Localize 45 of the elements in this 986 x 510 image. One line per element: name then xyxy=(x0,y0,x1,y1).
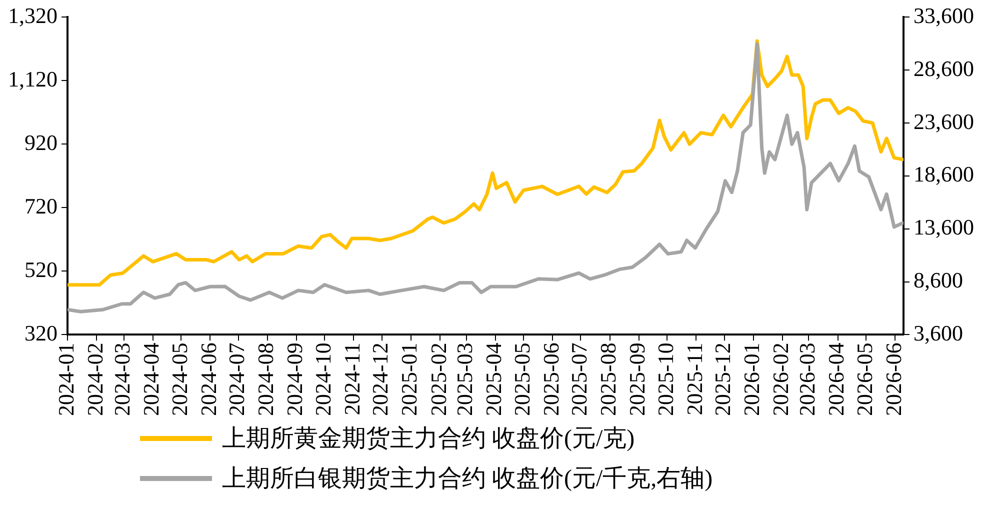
x-tick-label: 2025-08 xyxy=(596,342,621,416)
x-tick-label: 2024-03 xyxy=(110,342,135,416)
x-tick-label: 2024-04 xyxy=(138,342,164,416)
x-tick-label: 2024-01 xyxy=(53,342,78,416)
x-tick-label: 2025-06 xyxy=(538,342,564,416)
x-tick-label: 2024-09 xyxy=(282,342,308,416)
x-tick-label: 2026-04 xyxy=(824,342,849,416)
x-tick-label: 2025-03 xyxy=(452,342,478,416)
legend-label: 上期所白银期货主力合约 收盘价(元/千克,右轴) xyxy=(222,464,713,494)
x-tick-label: 2025-07 xyxy=(566,342,592,416)
x-tick-label: 2025-01 xyxy=(396,342,422,416)
y2-tick-label: 8,600 xyxy=(914,268,963,293)
x-tick-label: 2024-11 xyxy=(339,342,364,416)
x-tick-label: 2024-05 xyxy=(166,342,192,416)
y2-tick-label: 13,600 xyxy=(914,214,974,240)
x-tick-label: 2024-08 xyxy=(253,342,278,416)
y-tick-label: 520 xyxy=(24,256,58,282)
y-tick-label: 320 xyxy=(24,320,58,346)
legend-label: 上期所黄金期货主力合约 收盘价(元/克) xyxy=(222,424,635,454)
y2-tick-label: 23,600 xyxy=(914,108,974,134)
y-tick-label: 1,120 xyxy=(8,66,58,92)
x-tick-label: 2024-07 xyxy=(224,342,250,416)
y-tick-label: 720 xyxy=(24,193,58,218)
x-tick-label: 2024-02 xyxy=(82,342,108,416)
y2-tick-label: 18,600 xyxy=(914,162,974,187)
y2-tick-label: 33,600 xyxy=(914,2,974,28)
x-tick-label: 2025-12 xyxy=(710,342,736,416)
x-tick-label: 2024-06 xyxy=(196,342,221,416)
x-tick-label: 2024-12 xyxy=(368,342,393,416)
x-tick-label: 2026-02 xyxy=(768,342,794,416)
y2-tick-label: 28,600 xyxy=(914,56,974,81)
y-tick-label: 920 xyxy=(24,130,58,155)
y-tick-label: 1,320 xyxy=(8,2,58,28)
x-tick-label: 2026-01 xyxy=(739,342,764,416)
x-tick-label: 2026-06 xyxy=(880,342,906,416)
x-tick-label: 2025-05 xyxy=(509,342,534,416)
x-tick-label: 2026-03 xyxy=(794,342,820,416)
x-tick-label: 2025-09 xyxy=(624,342,650,416)
x-tick-label: 2025-02 xyxy=(426,342,451,416)
x-tick-label: 2024-10 xyxy=(310,342,336,416)
x-tick-label: 2026-05 xyxy=(852,342,877,416)
y2-tick-label: 3,600 xyxy=(914,320,963,346)
x-tick-label: 2025-11 xyxy=(682,342,707,416)
x-tick-label: 2025-10 xyxy=(652,342,678,416)
x-tick-label: 2025-04 xyxy=(481,342,506,416)
